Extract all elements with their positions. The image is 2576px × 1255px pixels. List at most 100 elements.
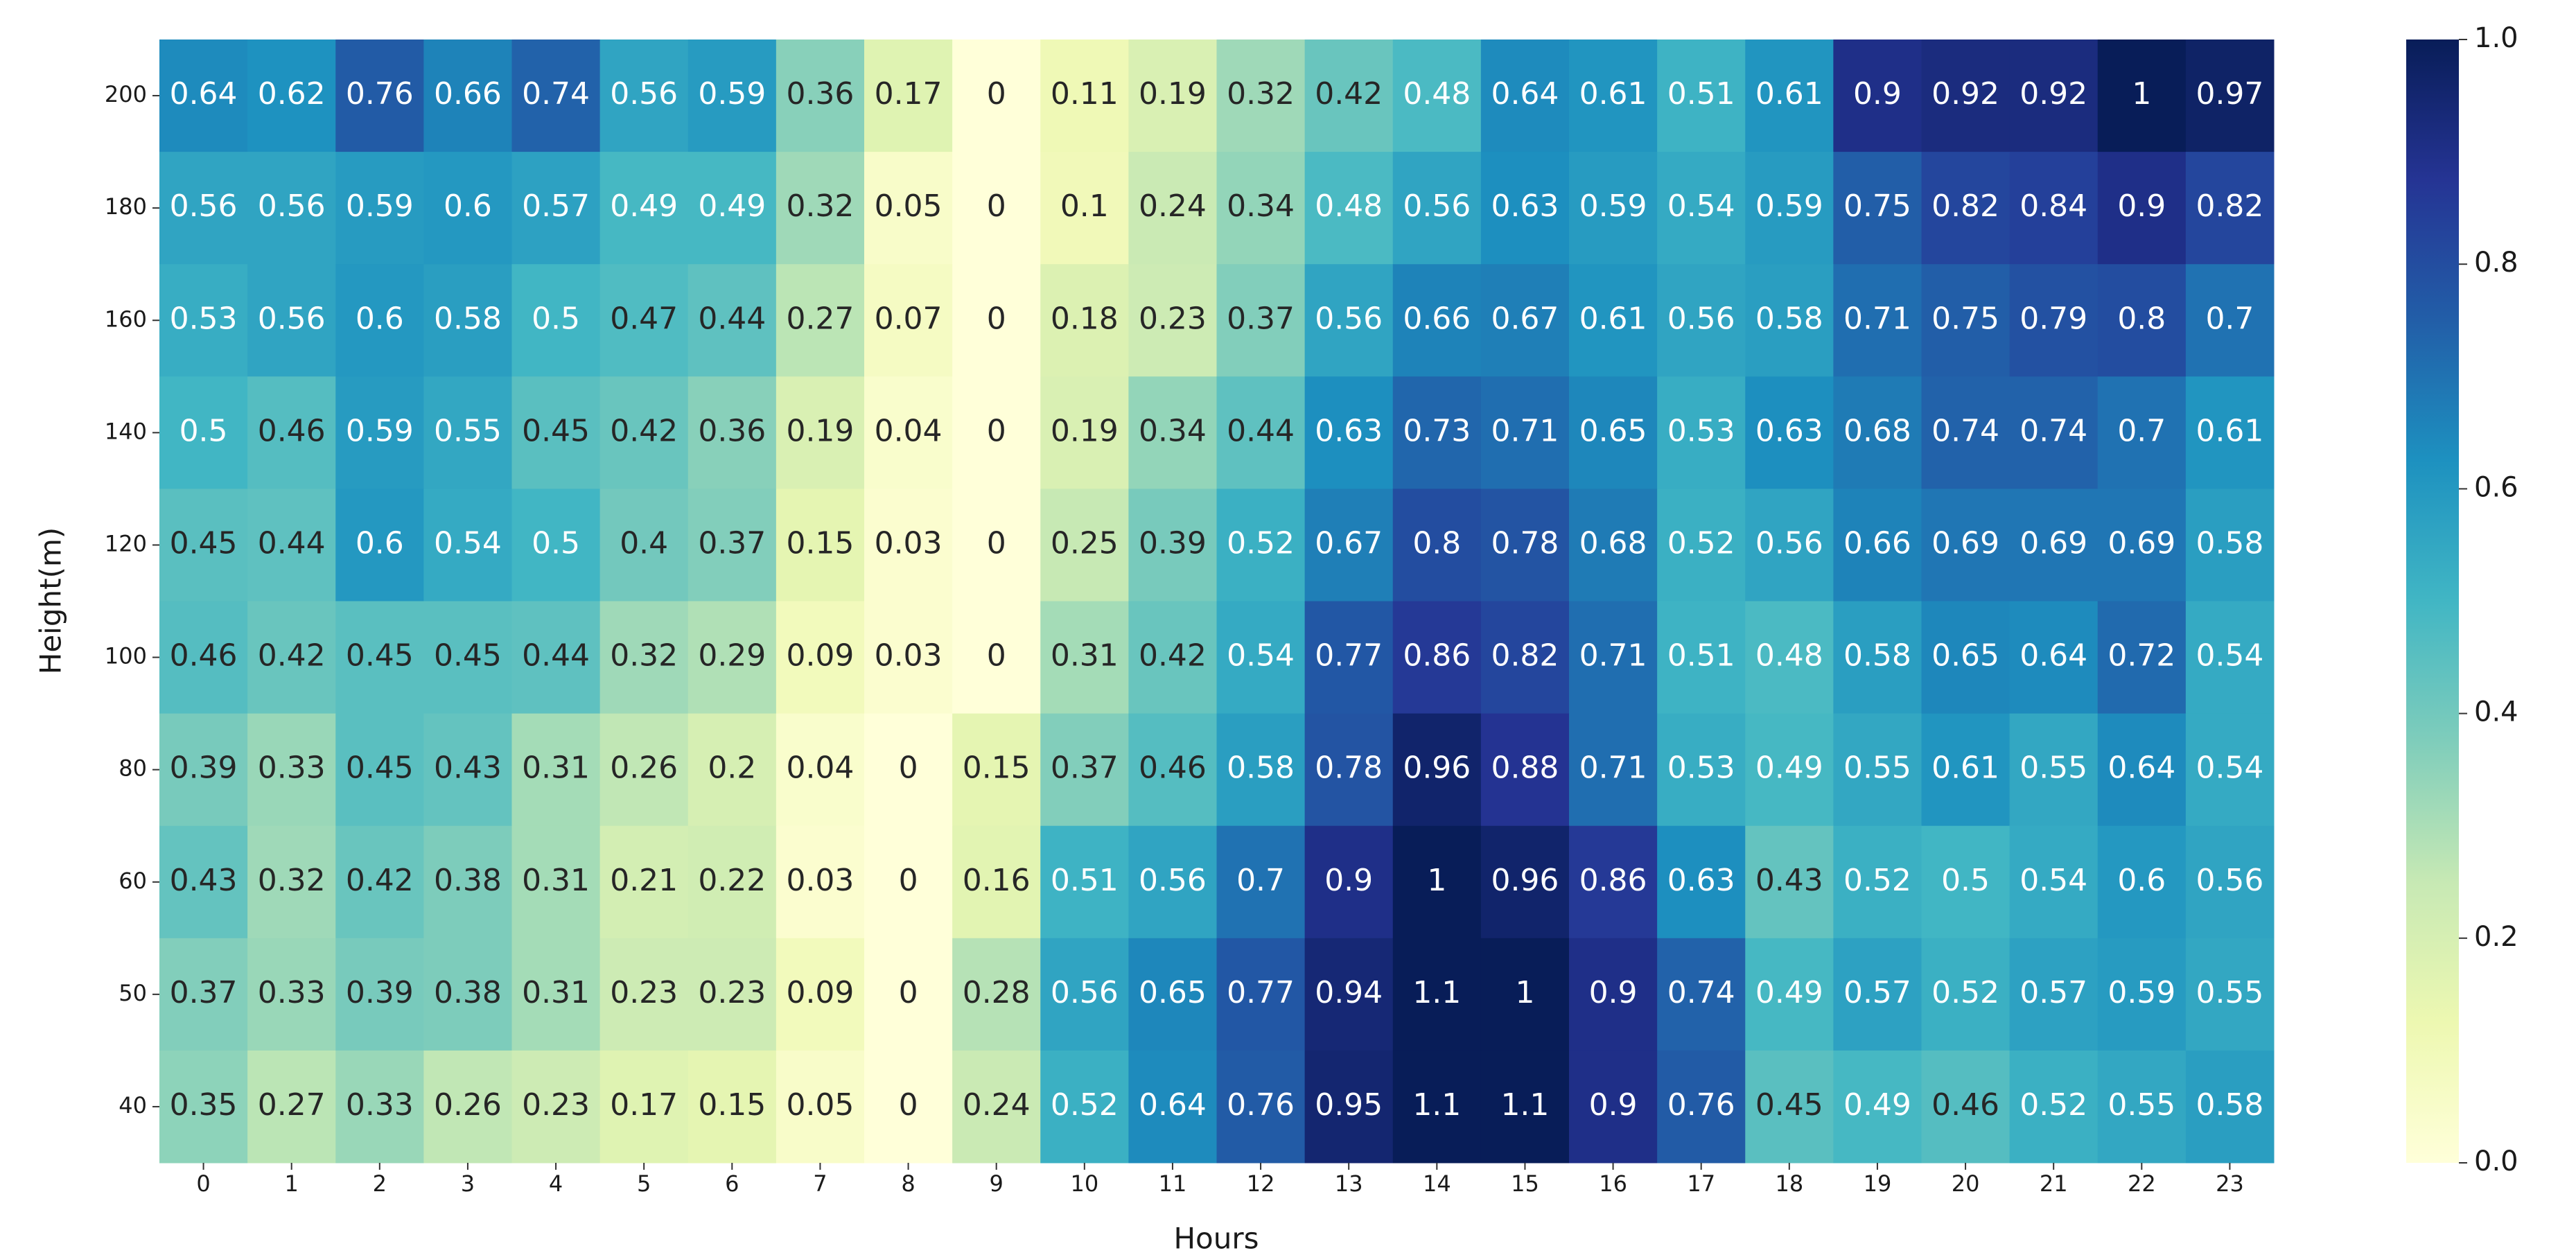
cell-value-label: 0.52	[1931, 975, 1999, 1010]
cell-value-label: 0.26	[610, 751, 678, 786]
cell-value-label: 0.82	[1491, 638, 1559, 674]
cell-value-label: 0.84	[2019, 188, 2087, 224]
cell-value-label: 1.1	[1412, 975, 1461, 1010]
y-tick-label: 200	[105, 81, 147, 107]
cell-value-label: 0	[899, 751, 918, 786]
heatmap-cell	[1392, 489, 1482, 602]
heatmap-cell	[952, 713, 1041, 827]
cell-value-label: 0.1	[1060, 188, 1109, 224]
heatmap-cell	[423, 1050, 512, 1164]
heatmap-cell	[952, 938, 1041, 1051]
heatmap-cell	[335, 152, 424, 265]
cell-value-label: 0.63	[1491, 188, 1559, 224]
heatmap-cell	[2009, 264, 2099, 377]
heatmap-cell	[2097, 713, 2187, 827]
cell-value-label: 0.57	[2019, 975, 2087, 1010]
cell-value-label: 0.51	[1051, 863, 1119, 898]
heatmap-cell	[952, 152, 1041, 265]
cell-value-label: 0.07	[875, 301, 943, 336]
heatmap-cell	[864, 713, 953, 827]
cell-value-label: 0.48	[1755, 638, 1823, 674]
cell-value-label: 0.79	[2019, 301, 2087, 336]
cell-value-label: 0.97	[2196, 76, 2263, 112]
cell-value-label: 0.56	[170, 188, 238, 224]
heatmap-cell	[159, 713, 248, 827]
heatmap-cell	[1657, 40, 1746, 152]
cell-value-label: 0.44	[522, 638, 590, 674]
cell-value-label: 0.7	[1236, 863, 1285, 898]
cell-value-label: 0.74	[522, 76, 590, 112]
cell-value-label: 0.45	[346, 638, 414, 674]
heatmap-cell	[864, 40, 953, 152]
cell-value-label: 0.9	[1853, 76, 1902, 112]
cell-value-label: 0.74	[1667, 975, 1735, 1010]
heatmap-cell	[335, 938, 424, 1051]
x-tick-label: 19	[1864, 1170, 1892, 1197]
heatmap-cell	[1480, 713, 1570, 827]
cell-value-label: 0.45	[1755, 1087, 1823, 1123]
cell-value-label: 0.52	[1051, 1087, 1119, 1123]
heatmap-cell	[159, 825, 248, 939]
cell-value-label: 1	[1427, 863, 1446, 898]
cell-value-label: 0.5	[532, 525, 580, 561]
heatmap-cell	[1921, 825, 2010, 939]
heatmap-cell	[1921, 40, 2010, 152]
cell-value-label: 0.32	[786, 188, 854, 224]
x-tick-label: 20	[1952, 1170, 1980, 1197]
y-tick-label: 50	[119, 980, 147, 1006]
cell-value-label: 0.52	[2019, 1087, 2087, 1123]
heatmap-cell	[599, 825, 689, 939]
cell-value-label: 0.15	[786, 525, 854, 561]
cell-value-label: 0.21	[610, 863, 678, 898]
heatmap-cell	[2185, 40, 2275, 152]
heatmap-cell	[511, 713, 601, 827]
y-tick-label: 80	[119, 755, 147, 782]
x-tick-label: 10	[1070, 1170, 1098, 1197]
cell-value-label: 1.1	[1500, 1087, 1549, 1123]
cell-value-label: 0.7	[2205, 301, 2254, 336]
heatmap-cell	[1480, 376, 1570, 489]
heatmap-cell	[1833, 152, 1922, 265]
cell-value-label: 0.35	[170, 1087, 238, 1123]
heatmap-cell	[1745, 152, 1834, 265]
cell-value-label: 0.66	[434, 76, 502, 112]
y-tick-label: 140	[105, 418, 147, 444]
x-tick-label: 2	[373, 1170, 387, 1197]
heatmap-cell	[1304, 713, 1394, 827]
cell-value-label: 0.63	[1667, 863, 1735, 898]
heatmap-cell	[1128, 713, 1217, 827]
cell-value-label: 0.54	[434, 525, 502, 561]
heatmap-cell	[423, 152, 512, 265]
cell-value-label: 0.47	[610, 301, 678, 336]
cell-value-label: 0	[987, 638, 1006, 674]
heatmap-cell	[1480, 152, 1570, 265]
cell-value-label: 0.49	[1755, 975, 1823, 1010]
heatmap-cell	[2185, 1050, 2275, 1164]
cell-value-label: 0.78	[1315, 751, 1383, 786]
colorbar-tick-label: 0.0	[2474, 1146, 2518, 1177]
heatmap-cell	[1216, 1050, 1306, 1164]
heatmap-cell	[423, 376, 512, 489]
cell-value-label: 0.69	[2108, 525, 2175, 561]
heatmap-cell	[1569, 40, 1658, 152]
cell-value-label: 0.28	[963, 975, 1031, 1010]
cell-value-label: 0.54	[2196, 638, 2263, 674]
cell-value-label: 0.73	[1403, 413, 1471, 448]
cell-value-label: 0.86	[1579, 863, 1647, 898]
cell-value-label: 0.38	[434, 975, 502, 1010]
cell-value-label: 0.03	[875, 638, 943, 674]
heatmap-cell	[1921, 1050, 2010, 1164]
heatmap-cell	[776, 376, 865, 489]
cell-value-label: 0.66	[1843, 525, 1911, 561]
cell-value-label: 0.51	[1667, 638, 1735, 674]
cell-value-label: 0.56	[1315, 301, 1383, 336]
heatmap-cell	[776, 938, 865, 1051]
cell-value-label: 0.33	[258, 751, 326, 786]
heatmap-cell	[1745, 713, 1834, 827]
cell-value-label: 0.29	[698, 638, 766, 674]
cell-value-label: 0.31	[522, 975, 590, 1010]
cell-value-label: 0.46	[258, 413, 326, 448]
cell-value-label: 0.58	[434, 301, 502, 336]
cell-value-label: 0.42	[1139, 638, 1207, 674]
